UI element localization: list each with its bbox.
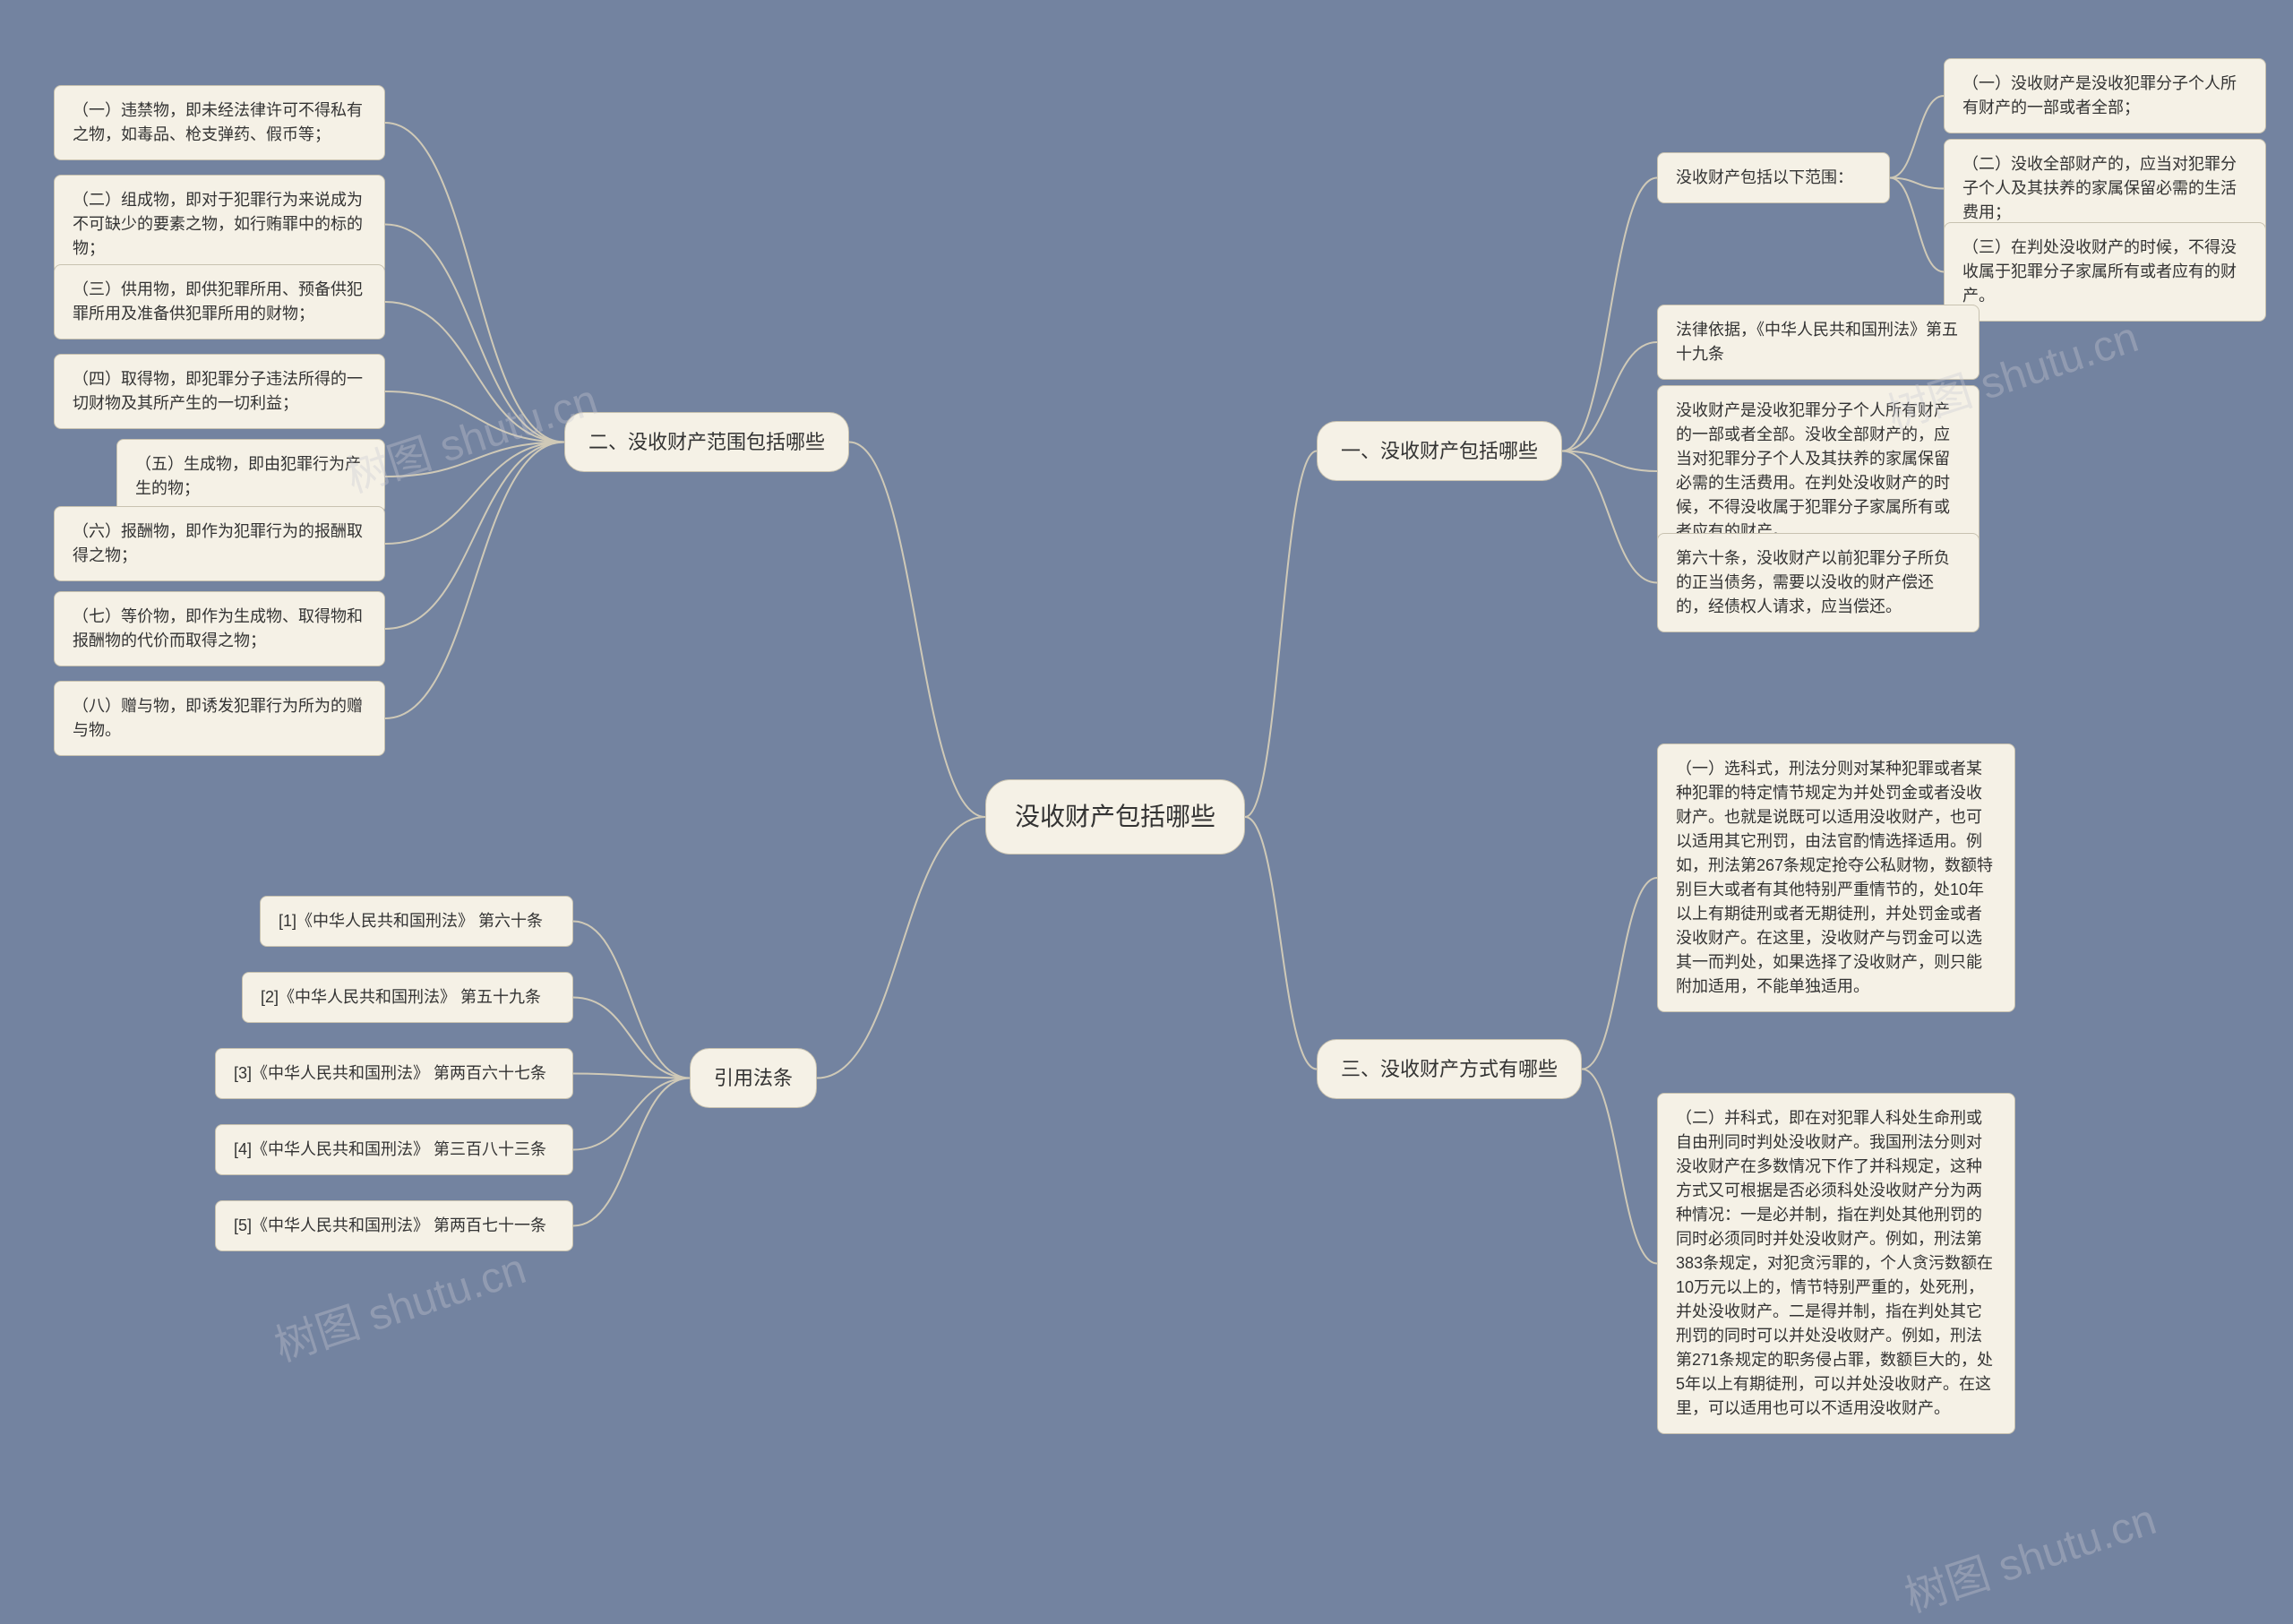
leaf-node: [4]《中华人民共和国刑法》 第三百八十三条 bbox=[215, 1124, 573, 1175]
leaf-node: [2]《中华人民共和国刑法》 第五十九条 bbox=[242, 972, 573, 1023]
root-node: 没收财产包括哪些 bbox=[985, 779, 1245, 855]
leaf-node: [1]《中华人民共和国刑法》 第六十条 bbox=[260, 896, 573, 947]
branch-node: 二、没收财产范围包括哪些 bbox=[564, 412, 849, 472]
branch-node: 三、没收财产方式有哪些 bbox=[1317, 1039, 1582, 1099]
branch-node: 引用法条 bbox=[690, 1048, 817, 1108]
leaf-node: 没收财产是没收犯罪分子个人所有财产的一部或者全部。没收全部财产的，应当对犯罪分子… bbox=[1657, 385, 1980, 557]
leaf-node: 第六十条，没收财产以前犯罪分子所负的正当债务，需要以没收的财产偿还的，经债权人请… bbox=[1657, 533, 1980, 632]
leaf-node: （五）生成物，即由犯罪行为产生的物； bbox=[116, 439, 385, 514]
leaf-node: [3]《中华人民共和国刑法》 第两百六十七条 bbox=[215, 1048, 573, 1099]
leaf-node: （三）供用物，即供犯罪所用、预备供犯罪所用及准备供犯罪所用的财物； bbox=[54, 264, 385, 339]
watermark: 树图 shutu.cn bbox=[1895, 1484, 2162, 1624]
leaf-node: （三）在判处没收财产的时候，不得没收属于犯罪分子家属所有或者应有的财产。 bbox=[1944, 222, 2266, 322]
leaf-node: （六）报酬物，即作为犯罪行为的报酬取得之物； bbox=[54, 506, 385, 581]
watermark: 树图 shutu.cn bbox=[265, 1233, 532, 1373]
branch-node: 一、没收财产包括哪些 bbox=[1317, 421, 1562, 481]
leaf-node: （七）等价物，即作为生成物、取得物和报酬物的代价而取得之物； bbox=[54, 591, 385, 666]
leaf-node: [5]《中华人民共和国刑法》 第两百七十一条 bbox=[215, 1200, 573, 1251]
leaf-node: （一）选科式，刑法分则对某种犯罪或者某种犯罪的特定情节规定为并处罚金或者没收财产… bbox=[1657, 743, 2015, 1012]
leaf-node: （一）没收财产是没收犯罪分子个人所有财产的一部或者全部； bbox=[1944, 58, 2266, 133]
leaf-node: 法律依据，《中华人民共和国刑法》第五十九条 bbox=[1657, 305, 1980, 380]
leaf-node: （四）取得物，即犯罪分子违法所得的一切财物及其所产生的一切利益； bbox=[54, 354, 385, 429]
leaf-node: （二）并科式，即在对犯罪人科处生命刑或自由刑同时判处没收财产。我国刑法分则对没收… bbox=[1657, 1093, 2015, 1434]
leaf-node: （二）组成物，即对于犯罪行为来说成为不可缺少的要素之物，如行贿罪中的标的物； bbox=[54, 175, 385, 274]
leaf-node: （八）赠与物，即诱发犯罪行为所为的赠与物。 bbox=[54, 681, 385, 756]
leaf-node: （一）违禁物，即未经法律许可不得私有之物，如毒品、枪支弹药、假币等； bbox=[54, 85, 385, 160]
leaf-node: 没收财产包括以下范围： bbox=[1657, 152, 1890, 203]
